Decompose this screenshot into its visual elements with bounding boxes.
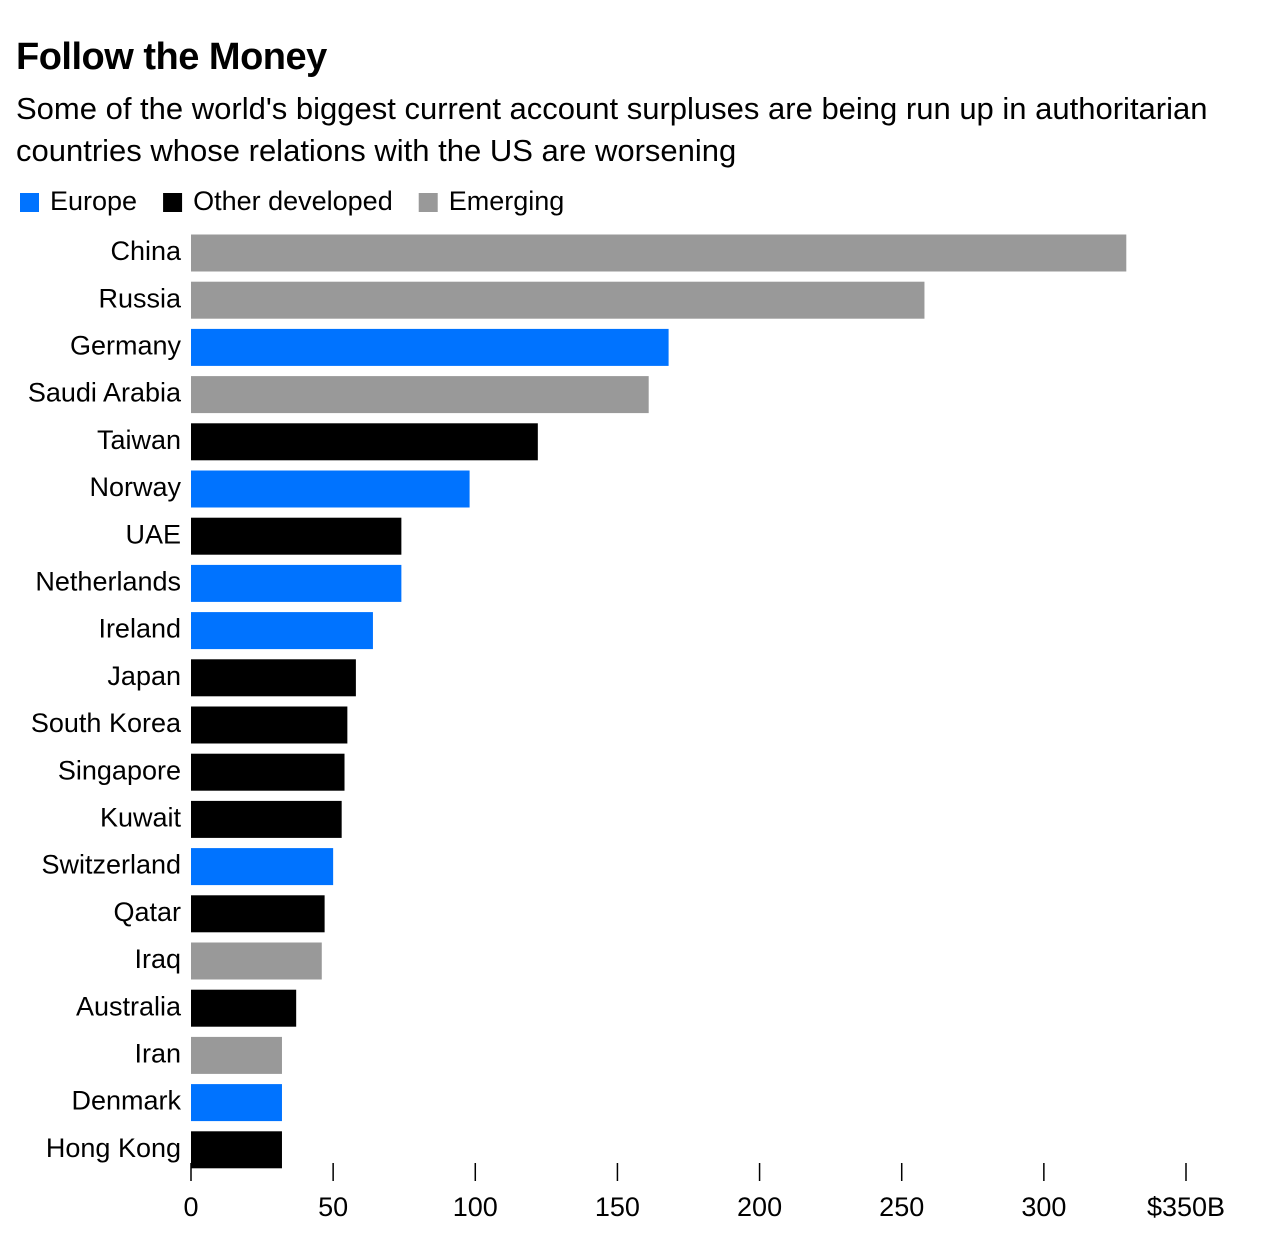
bar <box>191 517 402 555</box>
bar <box>191 895 325 933</box>
bar <box>191 1036 282 1074</box>
y-tick-label: UAE <box>125 519 181 549</box>
legend-swatch <box>20 193 39 212</box>
y-tick-label: Qatar <box>113 897 181 927</box>
bar <box>191 1084 282 1122</box>
bar <box>191 234 1127 272</box>
bar <box>191 470 470 508</box>
y-tick-label: China <box>110 236 182 266</box>
y-tick-label: Taiwan <box>97 425 181 455</box>
bar <box>191 1131 282 1169</box>
x-tick-label: 0 <box>183 1192 198 1222</box>
bar <box>191 376 649 414</box>
chart-title: Follow the Money <box>16 36 327 78</box>
bar <box>191 612 373 650</box>
bar <box>191 848 334 886</box>
y-tick-label: Netherlands <box>35 567 181 597</box>
y-tick-label: Singapore <box>58 755 181 785</box>
x-tick-label: 50 <box>318 1192 348 1222</box>
y-tick-label: Russia <box>98 283 182 313</box>
x-tick-label: $350B <box>1147 1192 1225 1222</box>
bar <box>191 564 402 602</box>
y-tick-label: Ireland <box>98 614 181 644</box>
y-tick-label: Germany <box>70 331 182 361</box>
legend-label: Emerging <box>449 186 565 216</box>
x-tick-label: 150 <box>595 1192 640 1222</box>
bar <box>191 942 322 980</box>
x-tick-label: 300 <box>1021 1192 1066 1222</box>
bar <box>191 800 342 838</box>
bar <box>191 989 297 1027</box>
y-tick-label: Switzerland <box>41 850 181 880</box>
x-tick-label: 200 <box>737 1192 782 1222</box>
chart-subtitle: Some of the world's biggest current acco… <box>16 91 1208 168</box>
y-tick-label: Norway <box>89 472 181 502</box>
y-tick-label: Iraq <box>134 944 181 974</box>
y-tick-label: Hong Kong <box>46 1133 181 1163</box>
x-tick-label: 100 <box>453 1192 498 1222</box>
bar <box>191 706 348 744</box>
y-tick-label: Denmark <box>71 1086 181 1116</box>
bar <box>191 753 345 791</box>
bar <box>191 423 538 461</box>
legend-label: Europe <box>50 186 137 216</box>
x-tick-label: 250 <box>879 1192 924 1222</box>
y-tick-label: South Korea <box>31 708 182 738</box>
legend-swatch <box>418 193 438 212</box>
y-tick-label: Kuwait <box>100 803 182 833</box>
legend-label: Other developed <box>193 186 393 216</box>
legend-swatch <box>163 193 183 212</box>
y-tick-label: Japan <box>107 661 181 691</box>
y-tick-label: Saudi Arabia <box>28 378 182 408</box>
bar <box>191 328 669 366</box>
y-tick-label: Iran <box>134 1039 181 1069</box>
y-tick-label: Australia <box>76 991 182 1021</box>
bar <box>191 659 356 697</box>
bar <box>191 281 925 319</box>
